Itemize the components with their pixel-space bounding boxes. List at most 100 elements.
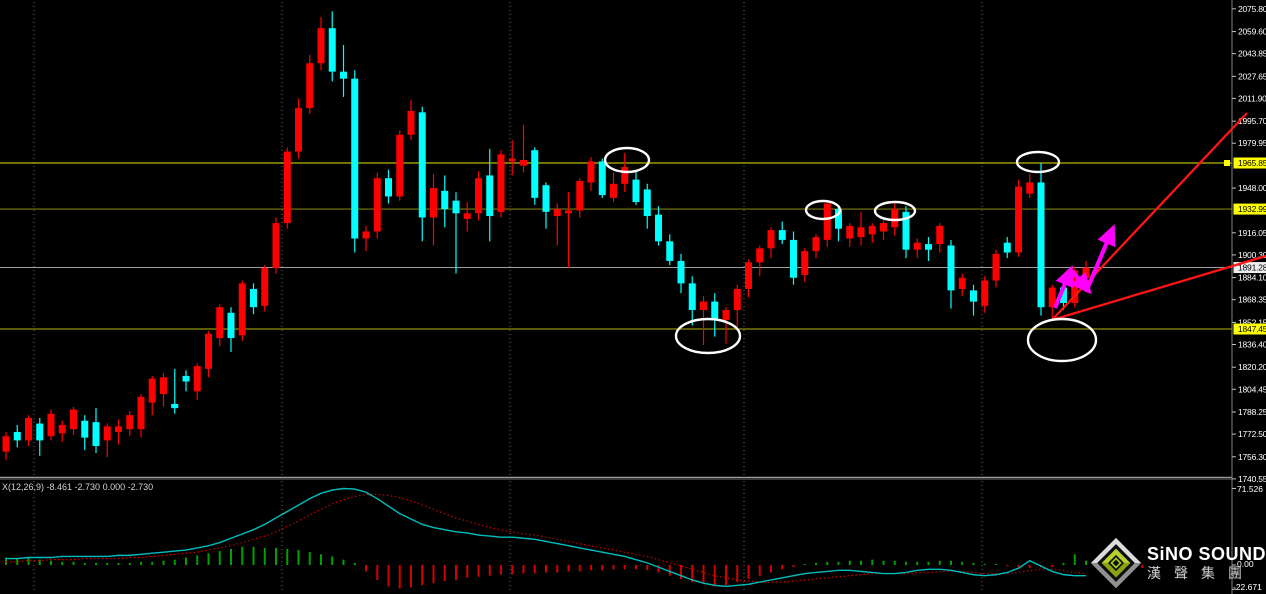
- candle-body: [227, 312, 235, 339]
- candle-body: [238, 283, 246, 336]
- candle-body: [598, 161, 606, 196]
- candle-body: [295, 108, 302, 152]
- candle-body: [463, 213, 471, 219]
- price-axis-label: 1740.55: [1238, 474, 1266, 484]
- price-axis-label: 2027.65: [1238, 71, 1266, 81]
- candle-body: [1060, 287, 1067, 303]
- ellipse-annotation[interactable]: [1015, 150, 1061, 174]
- candle-body: [823, 203, 831, 240]
- candle-body: [778, 230, 786, 240]
- price-axis-label: 1804.45: [1238, 384, 1266, 394]
- candle-body: [756, 248, 764, 263]
- candle-body: [171, 403, 179, 409]
- candle-body: [2, 436, 10, 452]
- candle-body: [587, 161, 595, 183]
- candle-body: [711, 301, 719, 320]
- level-price-label: 1847.45: [1238, 324, 1266, 334]
- candle-body: [925, 244, 932, 250]
- candle-body: [992, 253, 1000, 281]
- candle-body: [936, 225, 944, 245]
- candle-body: [250, 288, 257, 308]
- level-line-handle[interactable]: [1224, 160, 1230, 166]
- candle-body: [835, 209, 842, 229]
- candle-body: [767, 230, 775, 249]
- candle-body: [565, 210, 572, 214]
- ellipse-annotation[interactable]: [603, 146, 651, 174]
- level-price-label: 1965.85: [1238, 158, 1266, 168]
- candle-body: [520, 159, 527, 166]
- price-axis-label: 1772.50: [1238, 429, 1266, 439]
- macd-indicator-label: X(12,26,9) -8.461 -2.730 0.000 -2.730: [2, 482, 154, 492]
- ellipse-annotation[interactable]: [674, 317, 742, 355]
- candle-body: [70, 409, 77, 430]
- candle-body: [92, 422, 100, 446]
- candle-body: [981, 280, 989, 306]
- candle-body: [148, 378, 156, 403]
- candle-body: [958, 277, 966, 289]
- price-axis-label: 1979.95: [1238, 138, 1266, 148]
- candle-body: [868, 225, 876, 235]
- candle-body: [25, 417, 32, 441]
- macd-signal-line: [6, 493, 1087, 583]
- price-axis-label: 1820.20: [1238, 362, 1266, 372]
- candle-body: [688, 283, 696, 310]
- arrow-annotation[interactable]: [1084, 224, 1116, 293]
- candle-body: [205, 333, 212, 369]
- candle-body: [58, 424, 66, 434]
- price-axis-label: 1948.00: [1238, 183, 1266, 193]
- ellipse-annotation[interactable]: [804, 199, 842, 221]
- candle-body: [846, 225, 854, 239]
- candle-body: [396, 134, 404, 197]
- logo-subtitle: 漢聲集團: [1146, 564, 1255, 581]
- ellipse-annotation[interactable]: [1026, 317, 1098, 363]
- candle-body: [700, 301, 707, 310]
- candle-body: [553, 209, 561, 217]
- level-price-label-box: [1233, 323, 1266, 335]
- macd-scale-zero: 0.00: [1237, 559, 1254, 569]
- price-axis-label: 1900.30: [1238, 250, 1266, 260]
- candle-body: [182, 375, 190, 382]
- price-axis-label: 1884.10: [1238, 273, 1266, 283]
- candle-body: [790, 239, 797, 278]
- price-axis-label: 1788.25: [1238, 407, 1266, 417]
- price-axis-label: 1836.40: [1238, 339, 1266, 349]
- price-axis-label: 1756.30: [1238, 452, 1266, 462]
- candle-body: [385, 178, 392, 197]
- candle-body: [261, 267, 269, 306]
- candle-body: [655, 214, 662, 242]
- candle-body: [340, 71, 347, 79]
- arrow-annotation[interactable]: [1053, 265, 1074, 309]
- candle-body: [1048, 287, 1056, 308]
- candle-body: [13, 431, 21, 441]
- trendline-annotation[interactable]: [1051, 254, 1266, 322]
- ellipse-annotation[interactable]: [873, 200, 917, 222]
- macd-scale-top: 71.526: [1237, 484, 1263, 494]
- logo-title: SiNO SOUND: [1146, 543, 1266, 564]
- candle-body: [486, 175, 494, 217]
- bid-price-label-box: [1233, 262, 1266, 274]
- candle-body: [160, 377, 167, 395]
- candle-body: [306, 63, 314, 109]
- candle-body: [1082, 267, 1090, 278]
- candle-body: [632, 179, 640, 203]
- candle-body: [801, 251, 809, 275]
- candle-body: [666, 241, 674, 261]
- candle-body: [677, 260, 685, 284]
- candle-body: [441, 190, 449, 210]
- candle-body: [891, 209, 899, 228]
- candle-body: [643, 189, 651, 217]
- candle-body: [418, 112, 426, 218]
- candle-body: [452, 200, 460, 214]
- candle-body: [497, 154, 505, 212]
- level-price-label-box: [1233, 203, 1266, 215]
- candle-body: [81, 420, 89, 438]
- candle-body: [902, 211, 910, 250]
- price-axis-label: 1868.35: [1238, 295, 1266, 305]
- price-axis-label: 2059.60: [1238, 27, 1266, 37]
- candle-body: [328, 28, 336, 72]
- candle-body: [430, 188, 437, 218]
- candle-body: [947, 245, 955, 291]
- candle-body: [126, 415, 134, 430]
- candle-body: [1037, 182, 1045, 308]
